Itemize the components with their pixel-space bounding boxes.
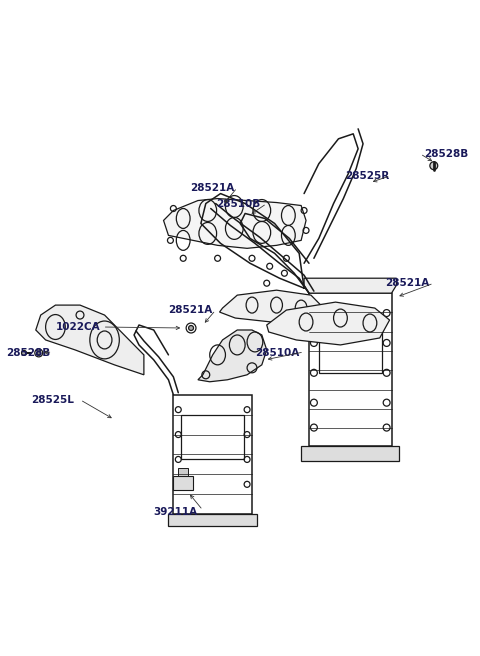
Text: 28521A: 28521A <box>168 305 213 315</box>
Polygon shape <box>301 447 399 461</box>
Ellipse shape <box>430 162 438 170</box>
Text: 28521A: 28521A <box>190 182 234 193</box>
Text: 28528B: 28528B <box>424 149 468 159</box>
Text: 28525L: 28525L <box>31 395 74 405</box>
Text: 28528B: 28528B <box>6 348 50 358</box>
FancyBboxPatch shape <box>178 468 188 476</box>
Ellipse shape <box>189 325 193 331</box>
Text: 39211A: 39211A <box>154 507 198 517</box>
Polygon shape <box>267 302 390 345</box>
Text: 1022CA: 1022CA <box>56 322 100 332</box>
FancyBboxPatch shape <box>173 476 193 490</box>
Polygon shape <box>304 278 396 293</box>
Text: 28510B: 28510B <box>216 199 260 209</box>
Polygon shape <box>164 199 306 249</box>
Text: 28510A: 28510A <box>255 348 299 358</box>
Text: 28525R: 28525R <box>345 171 390 180</box>
Polygon shape <box>219 290 321 322</box>
Ellipse shape <box>22 350 26 356</box>
Text: 28521A: 28521A <box>384 278 429 288</box>
Polygon shape <box>168 514 257 526</box>
Polygon shape <box>36 305 144 375</box>
Ellipse shape <box>37 351 41 355</box>
Polygon shape <box>198 330 267 382</box>
